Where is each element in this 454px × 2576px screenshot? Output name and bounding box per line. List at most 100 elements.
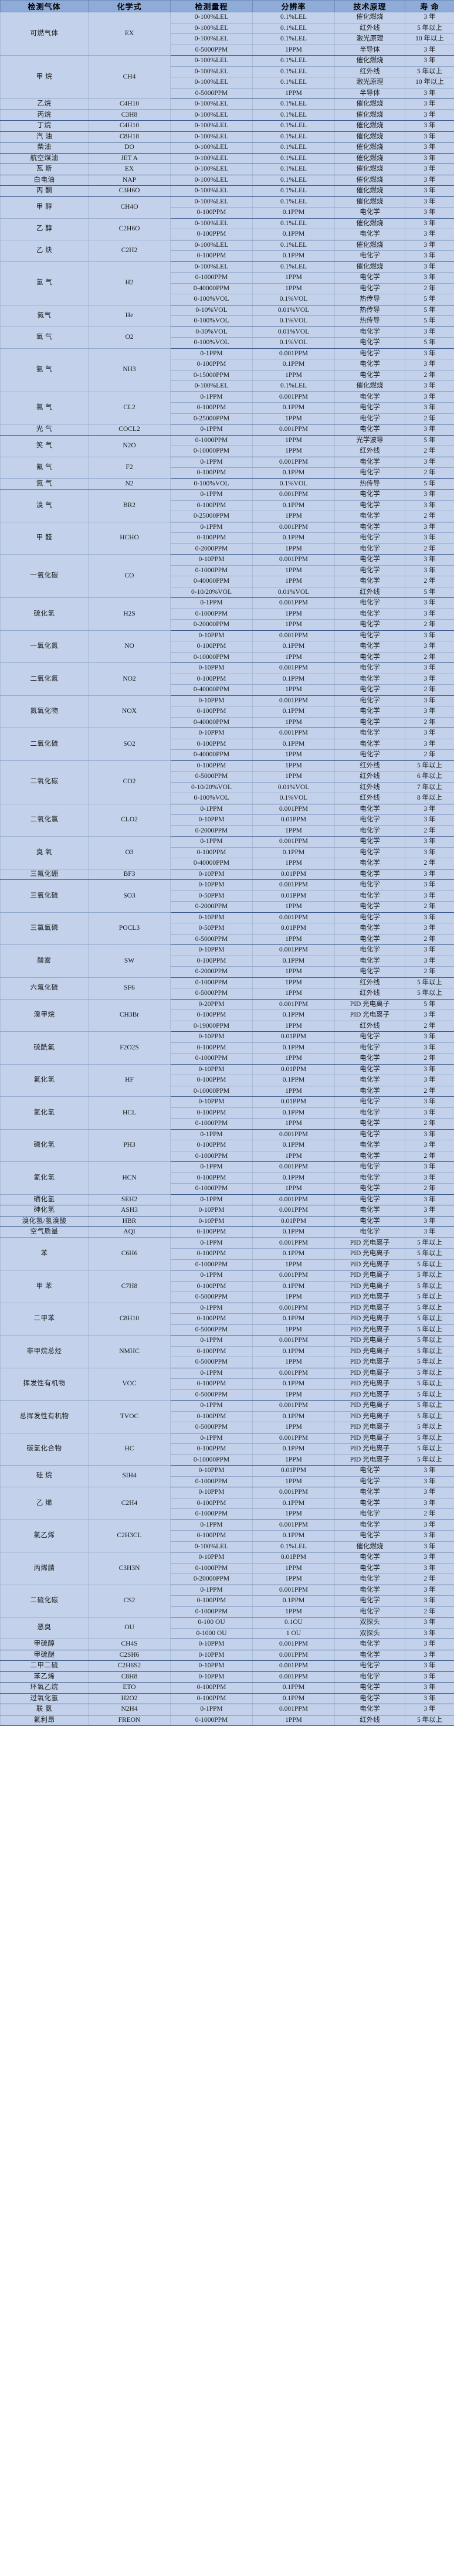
chemical-formula-cell: C8H8 xyxy=(88,1671,171,1683)
detection-range-cell: 0-1PPM xyxy=(170,803,253,815)
gas-name-cell: 硫化氢 xyxy=(0,597,89,631)
detection-range-cell: 0-100PPM xyxy=(170,1226,253,1238)
detection-range-cell: 0-100PPM xyxy=(170,402,253,414)
detection-range-cell: 0-100PPM xyxy=(170,1595,253,1607)
detection-range-cell: 0-1PPM xyxy=(170,1237,253,1249)
lifetime-cell: 3 年 xyxy=(405,131,454,142)
lifetime-cell: 3 年 xyxy=(405,912,454,923)
lifetime-cell: 2 年 xyxy=(405,716,454,728)
technology-cell: 红外线 xyxy=(334,793,405,804)
lifetime-cell: 5 年以上 xyxy=(405,1280,454,1292)
lifetime-cell: 3 年 xyxy=(405,1562,454,1574)
detection-range-cell: 0-10PPM xyxy=(170,1552,253,1564)
detection-range-cell: 0-1000PPM xyxy=(170,565,253,576)
table-row: 硫酰氟 F2O2S 0-10PPM 0.01PPM 电化学 3 年 xyxy=(0,1031,454,1065)
technology-cell: 电化学 xyxy=(334,576,405,587)
resolution-cell: 1PPM xyxy=(252,1324,335,1335)
lifetime-cell: 3 年 xyxy=(405,402,454,414)
table-row: 氮氧化物 NOX 0-10PPM 0.001PPM 电化学 3 年 xyxy=(0,695,454,728)
chemical-formula-cell: ASH3 xyxy=(88,1205,171,1216)
lifetime-cell: 5 年 xyxy=(405,315,454,327)
resolution-cell: 0.1PPM xyxy=(252,673,335,685)
detection-range-cell: 0-50PPM xyxy=(170,923,253,934)
detection-range-cell: 0-19000PPM xyxy=(170,1020,253,1032)
gas-name-cell: 瓦 斯 xyxy=(0,164,89,175)
technology-cell: 电化学 xyxy=(334,1704,405,1715)
gas-name-cell: 一氧化氮 xyxy=(0,630,89,663)
technology-cell: 催化燃烧 xyxy=(334,120,405,132)
gas-name-cell: 航空煤油 xyxy=(0,152,89,164)
resolution-cell: 0.1%LEL xyxy=(252,22,335,34)
resolution-cell: 0.1PPM xyxy=(252,1411,335,1422)
gas-name-cell: 总挥发性有机物 xyxy=(0,1400,89,1433)
table-row: 0-5000PPM 1PPM 红外线 5 年以上 xyxy=(1,988,454,1000)
technology-cell: 电化学 xyxy=(334,1129,405,1140)
table-row: 0-1000PPM 1PPM 电化学 2 年 xyxy=(1,1150,454,1162)
lifetime-cell: 5 年 xyxy=(405,304,454,316)
gas-name-cell: 三氟化硼 xyxy=(0,868,89,880)
lifetime-cell: 2 年 xyxy=(405,749,454,761)
resolution-cell: 0.01PPM xyxy=(252,814,335,826)
technology-cell: 电化学 xyxy=(334,901,405,913)
technology-cell: 电化学 xyxy=(334,207,405,219)
resolution-cell: 0.001PPM xyxy=(252,1519,335,1531)
technology-cell: 电化学 xyxy=(334,1194,405,1205)
technology-cell: 电化学 xyxy=(334,1649,405,1661)
detection-range-cell: 0-5000PPM xyxy=(170,1389,253,1401)
technology-cell: 电化学 xyxy=(334,651,405,663)
resolution-cell: 0.1%LEL xyxy=(252,66,335,77)
resolution-cell: 1PPM xyxy=(252,966,335,978)
detection-range-cell: 0-100 OU xyxy=(170,1617,253,1629)
table-row: 0-100PPM 0.1PPM 电化学 3 年 xyxy=(1,955,454,967)
table-row: 二硫化碳 CS2 0-1PPM 0.001PPM 电化学 3 年 xyxy=(0,1584,454,1617)
resolution-cell: 1PPM xyxy=(252,44,335,56)
lifetime-cell: 2 年 xyxy=(405,511,454,522)
lifetime-cell: 5 年以上 xyxy=(405,1443,454,1455)
gas-name-cell: 氟化氢 xyxy=(0,1063,89,1097)
resolution-cell: 1PPM xyxy=(252,749,335,761)
detection-range-cell: 0-10%VOL xyxy=(170,304,253,316)
lifetime-cell: 3 年 xyxy=(405,261,454,273)
lifetime-cell: 5 年以上 xyxy=(405,1345,454,1357)
detection-range-cell: 0-1000PPM xyxy=(170,1476,253,1487)
table-row: 0-100%LEL 0.1%LEL 催化燃烧 3 年 xyxy=(1,380,454,392)
lifetime-cell: 5 年 xyxy=(405,998,454,1010)
table-row: 0-10000PPM 1PPM PID 光电离子 5 年以上 xyxy=(1,1454,454,1466)
technology-cell: 电化学 xyxy=(334,858,405,869)
gas-name-cell: 过氧化氢 xyxy=(0,1693,89,1704)
gas-name-cell: 溴甲烷 xyxy=(0,998,89,1032)
detection-range-cell: 0-100PPM xyxy=(170,847,253,858)
technology-cell: 电化学 xyxy=(334,825,405,837)
detection-range-cell: 0-1PPM xyxy=(170,1400,253,1412)
technology-cell: PID 光电离子 xyxy=(334,1432,405,1444)
detection-range-cell: 0-10PPM xyxy=(170,1215,253,1227)
resolution-cell: 0.1%LEL xyxy=(252,33,335,45)
gas-sensor-spec-table: 检测气体 化学式 检测量程 分辨率 技术原理 寿 命 可燃气体 EX 0-100%L… xyxy=(0,0,454,1726)
detection-range-cell: 0-10PPM xyxy=(170,868,253,880)
resolution-cell: 0.1PPM xyxy=(252,1172,335,1184)
table-row: 0-100PPM 0.1PPM 电化学 3 年 xyxy=(1,1107,454,1119)
table-row: 臭 氧 O3 0-1PPM 0.001PPM 电化学 3 年 xyxy=(0,836,454,869)
table-row: 0-100%VOL 0.1%VOL 热传导 5 年 xyxy=(1,315,454,327)
technology-cell: PID 光电离子 xyxy=(334,1357,405,1368)
lifetime-cell: 3 年 xyxy=(405,185,454,197)
table-row: 氢 气 H2 0-100%LEL 0.1%LEL 催化燃烧 3 年 xyxy=(0,261,454,305)
resolution-cell: 0.01PPM xyxy=(252,1096,335,1108)
chemical-formula-cell: NO2 xyxy=(88,662,171,696)
gas-name-cell: 溴化氢/氢溴酸 xyxy=(0,1215,89,1227)
detection-range-cell: 0-100PPM xyxy=(170,760,253,772)
technology-cell: 电化学 xyxy=(334,1487,405,1498)
detection-range-cell: 0-100%LEL xyxy=(170,142,253,154)
detection-range-cell: 0-10PPM xyxy=(170,695,253,706)
gas-name-cell: 二氧化碳 xyxy=(0,760,89,804)
lifetime-cell: 2 年 xyxy=(405,684,454,696)
technology-cell: 电化学 xyxy=(334,673,405,685)
resolution-cell: 1PPM xyxy=(252,901,335,913)
detection-range-cell: 0-25000PPM xyxy=(170,511,253,522)
lifetime-cell: 3 年 xyxy=(405,1172,454,1184)
lifetime-cell: 5 年以上 xyxy=(405,988,454,1000)
resolution-cell: 0.001PPM xyxy=(252,1237,335,1249)
table-row: 白电油 NAP 0-100%LEL 0.1%LEL 催化燃烧 3 年 xyxy=(0,174,454,186)
chemical-formula-cell: C2H2 xyxy=(88,239,171,262)
resolution-cell: 0.01%VOL xyxy=(252,781,335,793)
